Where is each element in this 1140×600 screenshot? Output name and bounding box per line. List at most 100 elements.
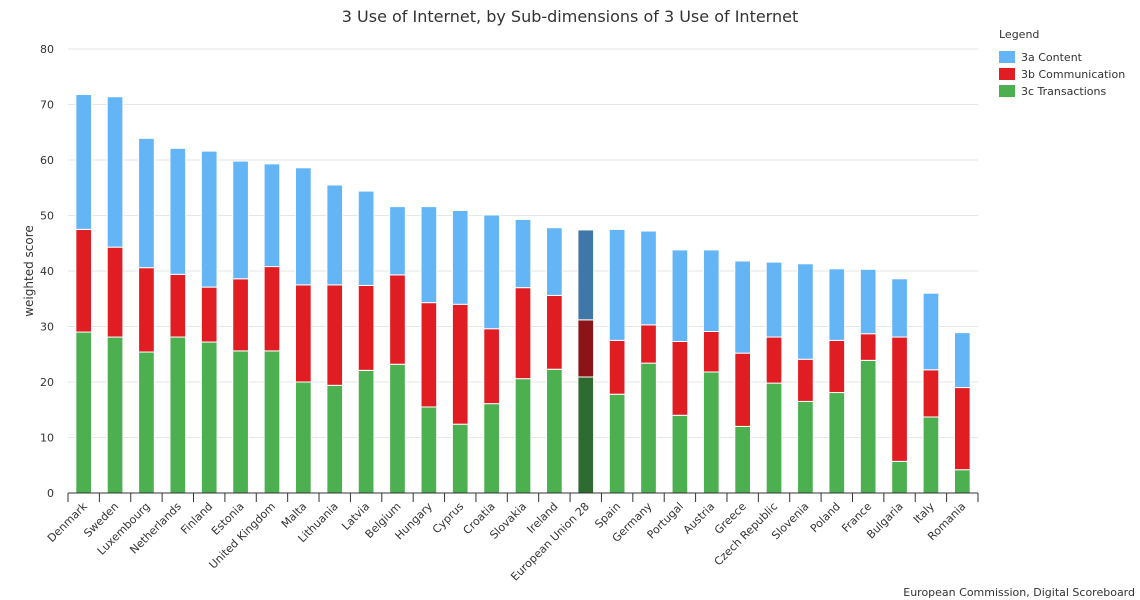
- bar-segment[interactable]: [734, 260, 751, 354]
- bar-segment[interactable]: [75, 331, 93, 494]
- y-tick-label: 20: [40, 376, 54, 389]
- bar-segment[interactable]: [922, 369, 940, 418]
- bar-segment[interactable]: [483, 328, 500, 405]
- bar-segment[interactable]: [451, 303, 469, 425]
- bar-segment[interactable]: [797, 263, 814, 360]
- bar-segment[interactable]: [169, 336, 187, 494]
- bar-segment[interactable]: [200, 286, 218, 343]
- bar-segment[interactable]: [765, 261, 783, 338]
- bar-segment[interactable]: [640, 230, 657, 326]
- bar-segment[interactable]: [263, 266, 281, 352]
- bar-segment[interactable]: [608, 228, 626, 341]
- bar-segment[interactable]: [702, 331, 720, 373]
- bar-segment[interactable]: [797, 358, 814, 402]
- bar-segment[interactable]: [828, 268, 846, 341]
- bar-segment[interactable]: [169, 147, 187, 275]
- bar-segment[interactable]: [106, 336, 124, 494]
- bar-segment[interactable]: [546, 368, 563, 494]
- bar-segment[interactable]: [797, 400, 814, 494]
- bar-segment[interactable]: [922, 292, 940, 371]
- bar-segment[interactable]: [200, 150, 218, 288]
- bar-segment[interactable]: [75, 228, 93, 333]
- bars: [75, 94, 971, 494]
- bar-segment[interactable]: [671, 414, 689, 494]
- y-tick-label: 30: [40, 321, 54, 334]
- chart-credit[interactable]: European Commission, Digital Scoreboard: [903, 586, 1135, 599]
- bar-segment[interactable]: [859, 359, 877, 494]
- bar-segment[interactable]: [859, 268, 877, 335]
- bar-segment[interactable]: [608, 339, 626, 395]
- bar-segment[interactable]: [953, 387, 971, 471]
- bar-segment[interactable]: [232, 160, 249, 280]
- y-axis-label: weighted score: [22, 225, 36, 317]
- legend-swatch: [999, 85, 1015, 97]
- bar-segment[interactable]: [483, 214, 500, 330]
- bar-segment[interactable]: [514, 378, 532, 494]
- bar-segment[interactable]: [263, 350, 281, 494]
- bar-segment[interactable]: [420, 406, 438, 494]
- bar-segment[interactable]: [608, 393, 626, 494]
- bar-segment[interactable]: [75, 94, 93, 230]
- bar-segment[interactable]: [953, 332, 971, 389]
- y-tick-label: 0: [47, 487, 54, 500]
- bar-segment[interactable]: [295, 167, 312, 286]
- bar-segment[interactable]: [702, 249, 720, 332]
- bar-segment[interactable]: [828, 339, 846, 394]
- bar-segment[interactable]: [326, 384, 344, 494]
- bar-segment[interactable]: [734, 352, 751, 427]
- bar-segment[interactable]: [765, 382, 783, 494]
- bar-segment[interactable]: [891, 336, 908, 462]
- bar-segment[interactable]: [514, 287, 532, 380]
- bar-segment[interactable]: [640, 324, 657, 364]
- bar-segment[interactable]: [734, 425, 751, 494]
- bar-segment[interactable]: [577, 229, 595, 321]
- bar-segment[interactable]: [389, 363, 406, 494]
- bar-segment[interactable]: [577, 319, 595, 378]
- bar-segment[interactable]: [640, 362, 657, 494]
- bar-segment[interactable]: [106, 96, 124, 248]
- bar-segment[interactable]: [295, 381, 312, 494]
- bar-segment[interactable]: [514, 218, 532, 289]
- legend-item[interactable]: 3b Communication: [999, 68, 1125, 81]
- bar-segment[interactable]: [326, 284, 344, 386]
- bar-segment[interactable]: [389, 206, 406, 276]
- bar-segment[interactable]: [702, 371, 720, 494]
- legend[interactable]: Legend 3a Content 3b Communication 3c Tran…: [999, 28, 1125, 98]
- legend-item[interactable]: 3c Transactions: [999, 85, 1106, 98]
- bar-segment[interactable]: [451, 423, 469, 494]
- bar-segment[interactable]: [357, 369, 375, 494]
- bar-segment[interactable]: [420, 206, 438, 304]
- bar-segment[interactable]: [232, 350, 249, 494]
- bar-segment[interactable]: [420, 302, 438, 408]
- bar-segment[interactable]: [891, 460, 908, 494]
- x-tick-label: Denmark: [45, 499, 90, 544]
- bar-segment[interactable]: [451, 210, 469, 305]
- bar-segment[interactable]: [828, 392, 846, 494]
- bar-segment[interactable]: [169, 273, 187, 338]
- bar-segment[interactable]: [953, 469, 971, 494]
- bar-segment[interactable]: [326, 184, 344, 286]
- bar-segment[interactable]: [138, 267, 155, 353]
- bar-segment[interactable]: [671, 340, 689, 416]
- bar-segment[interactable]: [546, 294, 563, 370]
- bar-segment[interactable]: [891, 278, 908, 338]
- bar-segment[interactable]: [232, 278, 249, 352]
- bar-segment[interactable]: [859, 333, 877, 361]
- bar-segment[interactable]: [106, 246, 124, 338]
- bar-segment[interactable]: [200, 341, 218, 494]
- bar-segment[interactable]: [357, 284, 375, 371]
- bar-segment[interactable]: [138, 351, 155, 494]
- bar-segment[interactable]: [138, 137, 155, 269]
- bar-segment[interactable]: [389, 274, 406, 365]
- bar-segment[interactable]: [577, 376, 595, 494]
- bar-segment[interactable]: [357, 190, 375, 286]
- bar-segment[interactable]: [671, 249, 689, 342]
- legend-item[interactable]: 3a Content: [999, 51, 1083, 64]
- y-tick-label: 40: [40, 265, 54, 278]
- bar-segment[interactable]: [483, 403, 500, 494]
- bar-segment[interactable]: [765, 336, 783, 384]
- bar-segment[interactable]: [295, 284, 312, 383]
- bar-segment[interactable]: [546, 227, 563, 296]
- bar-segment[interactable]: [922, 416, 940, 494]
- bar-segment[interactable]: [263, 163, 281, 268]
